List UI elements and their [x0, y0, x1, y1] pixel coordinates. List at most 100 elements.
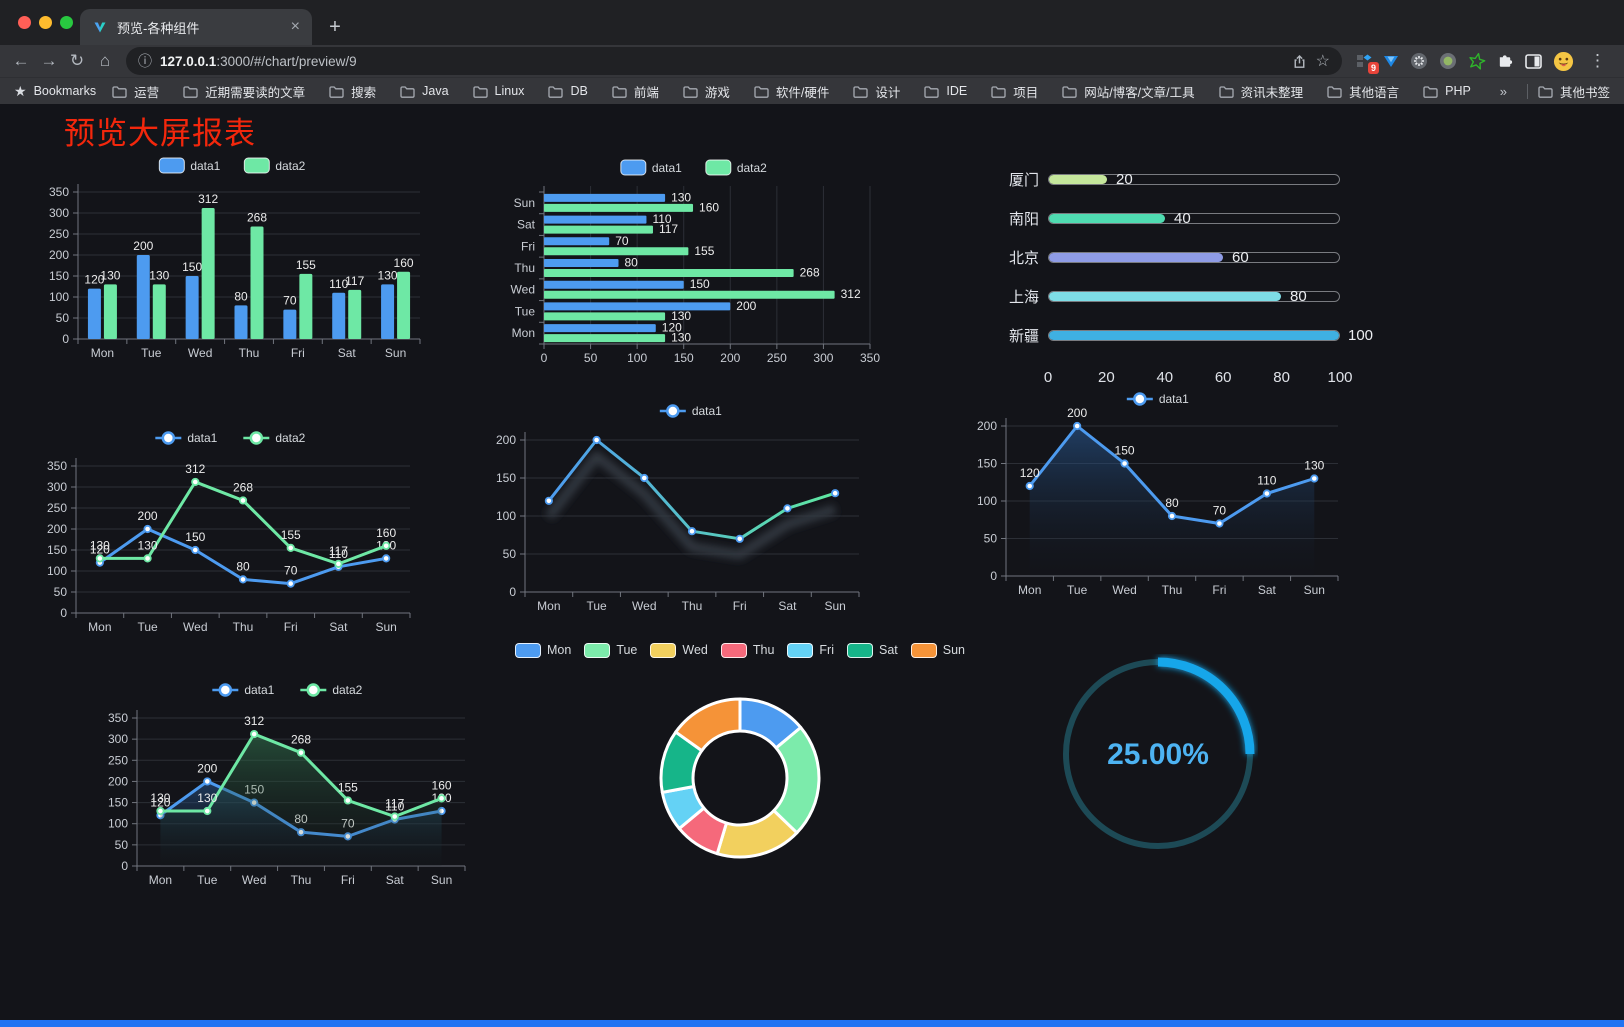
bookmark-folder[interactable]: DB	[548, 84, 588, 98]
progress-track: 40	[1048, 210, 1340, 227]
value-label: 117	[659, 222, 678, 236]
value-label: 70	[1213, 504, 1227, 518]
puzzle-icon[interactable]	[1497, 53, 1514, 70]
bookmark-folder[interactable]: 游戏	[683, 82, 730, 101]
legend-item[interactable]: Fri	[787, 642, 834, 658]
two-area-chart: 0 50 100 150 200 250 300 350 Mon Tue Wed Thu Fri Sat S…	[95, 676, 480, 898]
extension-circle-icon[interactable]	[1410, 52, 1428, 70]
legend[interactable]: data1 data2	[155, 431, 306, 445]
x-axis-label: Fri	[291, 346, 305, 360]
data-point	[831, 489, 840, 498]
bar	[87, 288, 101, 339]
folder-icon	[754, 85, 769, 98]
legend-item[interactable]: Sat	[847, 642, 898, 658]
legend-item[interactable]: Mon	[514, 642, 571, 658]
recorder-circle-icon[interactable]	[1439, 52, 1457, 70]
extension-grid-icon[interactable]: 9	[1356, 53, 1379, 74]
x-axis-label: 100	[1327, 369, 1353, 386]
legend[interactable]: data1 data2	[620, 159, 767, 176]
bookmarks-label-item[interactable]: Bookmarks	[34, 84, 97, 98]
window-fullscreen-button[interactable]	[60, 16, 73, 29]
legend[interactable]: data1	[1126, 392, 1189, 406]
bookmark-star-icon[interactable]: ☆	[1315, 53, 1330, 70]
value-label: 150	[1115, 444, 1135, 458]
legend-item[interactable]: Tue	[584, 642, 637, 658]
legend-label: data1	[244, 683, 274, 697]
forward-icon[interactable]: →	[40, 51, 58, 70]
x-axis-label: Sun	[824, 599, 845, 612]
tab-close-icon[interactable]: ×	[290, 18, 300, 35]
reload-icon[interactable]: ↻	[69, 51, 85, 70]
value-label: 117	[385, 797, 404, 811]
x-axis-label: Thu	[233, 620, 254, 634]
y-axis-label: Fri	[521, 239, 535, 253]
bookmark-folder[interactable]: 软件/硬件	[754, 82, 829, 101]
y-axis-label: 50	[56, 311, 70, 325]
data-point	[1120, 459, 1129, 468]
browser-tab[interactable]: 预览-各种组件 ×	[80, 9, 312, 45]
value-label: 268	[291, 733, 311, 747]
back-icon[interactable]: ←	[12, 51, 30, 70]
legend-item[interactable]: Thu	[720, 642, 774, 658]
profile-avatar[interactable]	[1553, 51, 1574, 72]
y-axis-label: Sat	[517, 218, 536, 232]
extensions-cluster: 9	[1350, 51, 1616, 74]
data-point	[343, 796, 352, 805]
y-axis-label: 300	[49, 206, 69, 220]
data-point	[640, 473, 649, 483]
home-icon[interactable]: ⌂	[99, 51, 111, 70]
value-label: 200	[197, 761, 217, 775]
data-point	[191, 477, 200, 487]
legend[interactable]: data1 data2	[158, 157, 306, 174]
bar	[152, 284, 166, 339]
bookmark-folder[interactable]: 设计	[853, 82, 900, 101]
x-axis-label: Mon	[1018, 583, 1041, 597]
new-tab-button[interactable]: +	[329, 15, 341, 38]
x-axis-label: Sat	[338, 346, 357, 360]
bookmark-folder[interactable]: Java	[400, 84, 449, 98]
line-series-data1: 120 200 150 80 70 110 130	[90, 509, 396, 588]
data-point	[592, 435, 601, 445]
bookmark-folder[interactable]: IDE	[924, 84, 967, 98]
x-axis-label: Sat	[778, 599, 797, 612]
legend-item[interactable]: Wed	[650, 642, 708, 658]
bookmark-folder[interactable]: 资讯未整理	[1218, 82, 1303, 101]
y-axis-label: Sun	[514, 196, 535, 210]
value-label: 130	[138, 538, 158, 552]
green-star-icon[interactable]	[1468, 52, 1486, 70]
bookmark-folder[interactable]: 近期需要读的文章	[183, 82, 305, 101]
bookmark-folder[interactable]: 前端	[612, 82, 659, 101]
site-info-icon[interactable]: ⓘ	[138, 53, 152, 69]
url-bar[interactable]: ⓘ 127.0.0.1:3000/#/chart/preview/9 ☆	[126, 47, 1342, 75]
menu-icon[interactable]: ⋮	[1589, 51, 1606, 70]
other-bookmarks-folder[interactable]: 其他书签	[1538, 82, 1610, 101]
legend[interactable]: data1	[659, 404, 722, 418]
bookmark-folder[interactable]: 其他语言	[1327, 82, 1399, 101]
bookmark-folder[interactable]: 搜索	[329, 82, 376, 101]
y-axis-label: 300	[108, 732, 128, 746]
share-icon[interactable]	[1291, 53, 1308, 70]
window-close-button[interactable]	[18, 16, 31, 29]
bookmark-folder[interactable]: 运营	[112, 82, 159, 101]
x-axis-label: Mon	[537, 599, 560, 612]
side-panel-icon[interactable]	[1525, 53, 1542, 69]
legend-swatch	[720, 642, 747, 658]
bookmark-folder[interactable]: Linux	[472, 84, 524, 98]
folder-icon	[1423, 85, 1438, 98]
vue-devtools-icon[interactable]	[1383, 54, 1399, 69]
value-label: 80	[236, 559, 250, 573]
legend-item[interactable]: Sun	[910, 642, 965, 658]
folder-icon	[548, 85, 564, 98]
bookmark-folder-label: 近期需要读的文章	[205, 85, 306, 100]
bookmark-folder[interactable]: 网站/博客/文章/工具	[1062, 82, 1195, 101]
bookmarks-bar: ★ Bookmarks 运营 近期需要读的文章 搜索 Java Linux DB 前端 游戏 软…	[0, 77, 1624, 104]
legend-label: Fri	[819, 643, 834, 657]
y-axis-label: 0	[990, 569, 997, 583]
bookmark-folder[interactable]: PHP	[1423, 84, 1471, 98]
data-point	[783, 504, 792, 513]
window-minimize-button[interactable]	[39, 16, 52, 29]
legend[interactable]: data1 data2	[212, 683, 363, 697]
bookmark-folders: 运营 近期需要读的文章 搜索 Java Linux DB 前端 游戏 软件/硬件 设计 IDE 项目 网…	[112, 82, 1490, 101]
bookmarks-overflow-icon[interactable]: »	[1499, 83, 1507, 99]
bookmark-folder[interactable]: 项目	[991, 82, 1038, 101]
